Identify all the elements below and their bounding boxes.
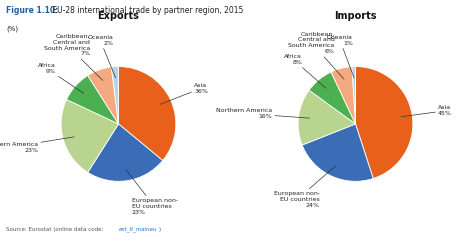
Wedge shape xyxy=(356,67,413,179)
Text: Africa
8%: Africa 8% xyxy=(284,54,326,88)
Wedge shape xyxy=(118,67,176,161)
Text: EU-28 international trade by partner region, 2015: EU-28 international trade by partner reg… xyxy=(50,6,243,15)
Wedge shape xyxy=(352,67,356,124)
Text: European non-
EU countries
23%: European non- EU countries 23% xyxy=(126,170,178,215)
Text: Caribbean,
Central and
South America
6%: Caribbean, Central and South America 6% xyxy=(289,32,344,79)
Text: Source: Eurostat (online data code:: Source: Eurostat (online data code: xyxy=(6,227,105,232)
Wedge shape xyxy=(298,90,356,145)
Text: (%): (%) xyxy=(6,26,18,32)
Wedge shape xyxy=(302,124,373,181)
Text: Northern America
23%: Northern America 23% xyxy=(0,137,74,153)
Wedge shape xyxy=(88,124,163,181)
Text: Northern America
16%: Northern America 16% xyxy=(216,108,310,119)
Title: Imports: Imports xyxy=(334,11,377,21)
Text: ): ) xyxy=(158,227,160,232)
Wedge shape xyxy=(111,67,118,124)
Wedge shape xyxy=(66,76,118,124)
Text: Oceania
2%: Oceania 2% xyxy=(87,35,116,78)
Wedge shape xyxy=(331,67,356,124)
Text: Asia
45%: Asia 45% xyxy=(401,105,452,117)
Wedge shape xyxy=(309,72,356,124)
Text: Oceania
1%: Oceania 1% xyxy=(327,35,354,78)
Wedge shape xyxy=(88,67,118,124)
Wedge shape xyxy=(61,99,118,172)
Title: Exports: Exports xyxy=(98,11,139,21)
Text: Figure 1.10:: Figure 1.10: xyxy=(6,6,58,15)
Text: Africa
9%: Africa 9% xyxy=(38,63,84,93)
Text: Asia
36%: Asia 36% xyxy=(160,83,208,104)
Text: ext_lt_maineu: ext_lt_maineu xyxy=(119,226,157,232)
Text: Caribbean,
Central and
South America
7%: Caribbean, Central and South America 7% xyxy=(44,34,103,80)
Text: European non-
EU countries
24%: European non- EU countries 24% xyxy=(274,166,336,208)
